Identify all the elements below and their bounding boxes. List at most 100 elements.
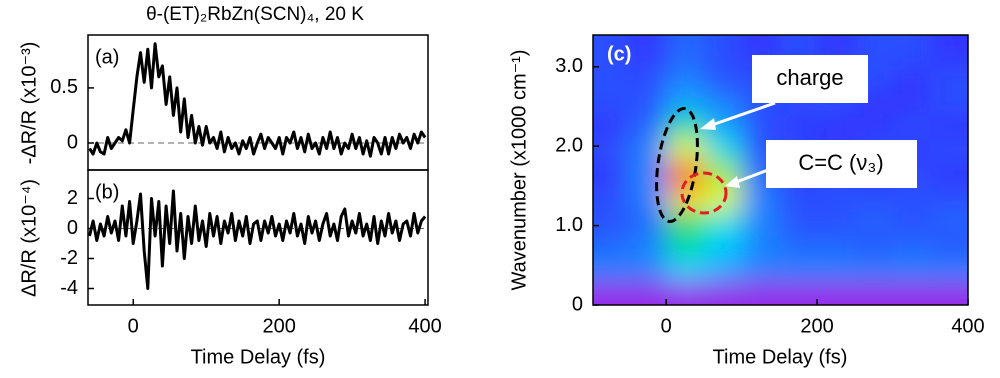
heat-cell (930, 90, 968, 115)
heat-cell (854, 281, 894, 305)
heat-cell (593, 233, 629, 258)
panel-label: (b) (95, 181, 119, 203)
data-line (88, 189, 427, 290)
plot-frame (87, 169, 429, 306)
heat-cell (930, 257, 968, 282)
heat-cell (892, 66, 931, 92)
heat-cell (892, 281, 931, 305)
heat-cell (666, 257, 705, 282)
heat-cell (817, 233, 856, 258)
heat-cell (628, 66, 667, 92)
heat-cell (593, 138, 629, 163)
heat-cell (593, 209, 629, 235)
heat-cell (930, 162, 968, 187)
heat-cell (628, 162, 667, 187)
y-tick-label: 0.5 (50, 76, 78, 98)
y-tick-label: 0 (67, 131, 78, 153)
heat-cell (892, 257, 931, 282)
heat-cell (854, 209, 894, 235)
heat-cell (930, 66, 968, 92)
heat-cell (892, 209, 931, 235)
heat-cell (703, 35, 743, 68)
y-tick-label: 0 (572, 293, 583, 315)
arrow (705, 101, 776, 129)
heat-cell (593, 66, 629, 92)
annotation-box (752, 55, 868, 103)
annotation-box (766, 140, 917, 188)
plot-frame (592, 34, 969, 306)
y-tick-label: -2 (60, 247, 78, 269)
heat-cell (703, 138, 743, 163)
heat-cell (741, 185, 780, 211)
heat-cell (703, 233, 743, 258)
heat-cell (628, 185, 667, 211)
x-axis-label: Time Delay (fs) (713, 346, 848, 368)
x-tick-label: 200 (262, 315, 295, 337)
x-tick-label: 200 (800, 315, 833, 337)
arrow-head (700, 118, 716, 130)
y-tick-label: 0 (67, 217, 78, 239)
heat-cell (817, 185, 856, 211)
heat-cell (817, 114, 856, 139)
y-tick-label: -4 (60, 277, 78, 299)
heat-cell (779, 114, 818, 139)
heat-cell (817, 209, 856, 235)
heat-cell (593, 90, 629, 115)
heat-cell (930, 138, 968, 163)
annotations: charge C=C (ν₃) (c) (607, 43, 917, 224)
heat-cell (854, 185, 894, 211)
heat-cell (930, 35, 968, 68)
y-tick-label: 1.0 (555, 214, 583, 236)
annotation: charge (776, 65, 843, 90)
heat-cell (703, 185, 743, 211)
y-axis-label: ΔR/R (x10⁻⁴) (18, 179, 40, 297)
heat-cell (779, 209, 818, 235)
x-axis-label: Time Delay (fs) (191, 346, 326, 368)
heat-cell (892, 90, 931, 115)
heat-cell (593, 257, 629, 282)
heat-cell (666, 90, 705, 115)
heat-cell (741, 233, 780, 258)
panel-label: (c) (607, 43, 631, 65)
heat-cell (930, 281, 968, 305)
heat-cell (628, 35, 667, 68)
heat-cell (892, 35, 931, 68)
heat-cell (854, 257, 894, 282)
y-axis-label: -ΔR/R (x10⁻³) (18, 42, 40, 165)
heat-cell (930, 114, 968, 139)
heat-cell (593, 162, 629, 187)
heat-cell (854, 233, 894, 258)
heat-cell (666, 66, 705, 92)
heat-cell (817, 281, 856, 305)
heat-cell (892, 233, 931, 258)
heat-cell (779, 185, 818, 211)
heat-cell (892, 114, 931, 139)
annotation: C=C (ν₃) (798, 150, 883, 175)
heat-cell (703, 209, 743, 235)
chart-title: θ-(ET)₂RbZn(SCN)₄, 20 K (146, 4, 364, 25)
y-tick-label: 2 (67, 187, 78, 209)
heat-cell (779, 233, 818, 258)
heat-cell (930, 209, 968, 235)
panel-label: (a) (95, 46, 119, 68)
heat-cell (854, 114, 894, 139)
heat-cell (593, 35, 629, 68)
heat-cell (628, 90, 667, 115)
heat-cell (703, 257, 743, 282)
heat-cell (817, 257, 856, 282)
heat-cell (741, 281, 780, 305)
heat-cell (628, 257, 667, 282)
heat-cell (741, 257, 780, 282)
heat-cell (628, 114, 667, 139)
heat-cell (628, 138, 667, 163)
heat-cell (666, 35, 705, 68)
heat-cell (666, 281, 705, 305)
heat-cell (628, 233, 667, 258)
x-tick-label: 400 (951, 315, 984, 337)
dashed-ellipse (680, 171, 728, 215)
x-tick-label: 400 (408, 315, 441, 337)
y-tick-label: 3.0 (555, 55, 583, 77)
heat-cell (892, 185, 931, 211)
heat-cell (593, 185, 629, 211)
